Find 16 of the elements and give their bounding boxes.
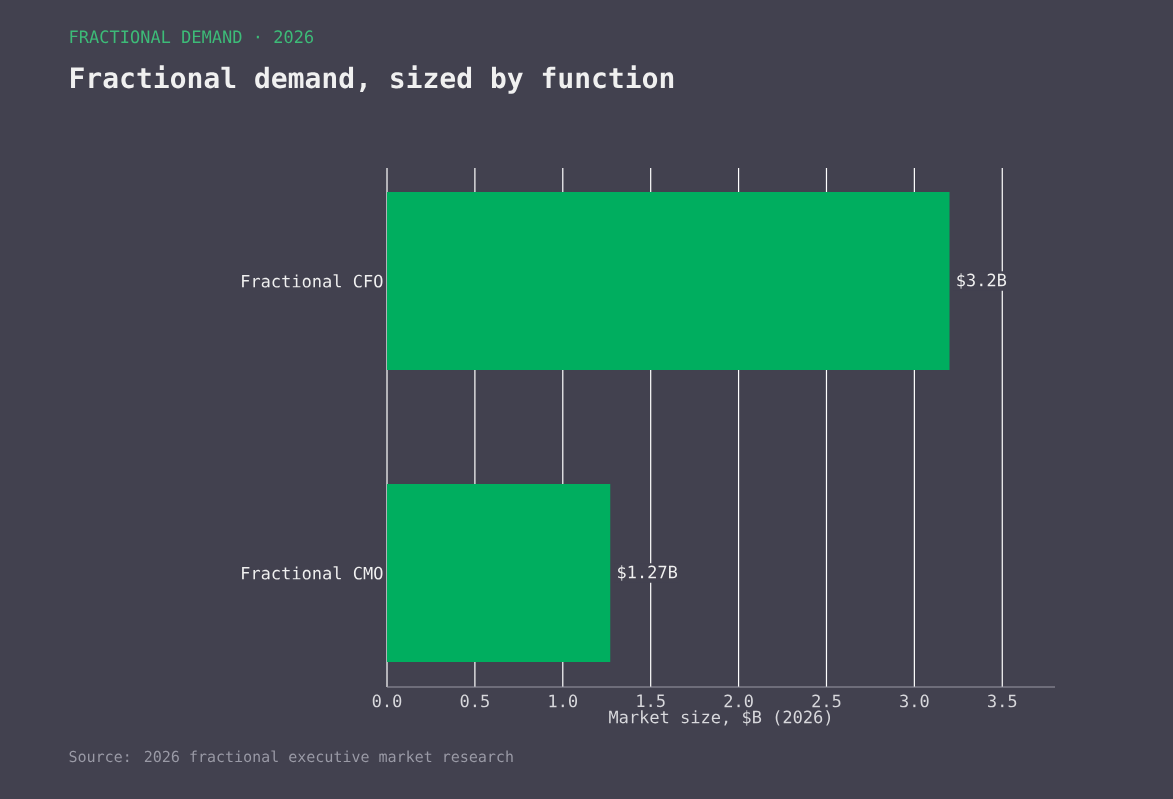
x-tick-label: 3.5 bbox=[988, 694, 1017, 708]
source-note: Source: 2026 fractional executive market research bbox=[69, 750, 513, 763]
x-tick-label: 2.0 bbox=[724, 694, 753, 708]
chart-title: Fractional demand, sized by function bbox=[71, 65, 674, 94]
x-tick-label: 3.0 bbox=[900, 694, 929, 708]
data-label: $3.2B bbox=[957, 273, 1007, 289]
x-tick-label: 1.5 bbox=[637, 694, 665, 708]
x-axis-title: Market size, $B (2026) bbox=[609, 710, 831, 726]
x-tick-label: 0.5 bbox=[460, 694, 489, 708]
y-tick-label: Fractional CMO bbox=[242, 566, 383, 580]
text: FRACTIONAL DEMAND · 2026 bbox=[70, 30, 314, 44]
x-tick-label: 1.0 bbox=[549, 694, 578, 708]
data-label: $1.27B bbox=[618, 565, 678, 581]
x-tick-label: 0.0 bbox=[372, 694, 402, 708]
x-tick-label: 2.5 bbox=[812, 694, 841, 708]
y-tick-label: Fractional CFO bbox=[242, 274, 383, 288]
